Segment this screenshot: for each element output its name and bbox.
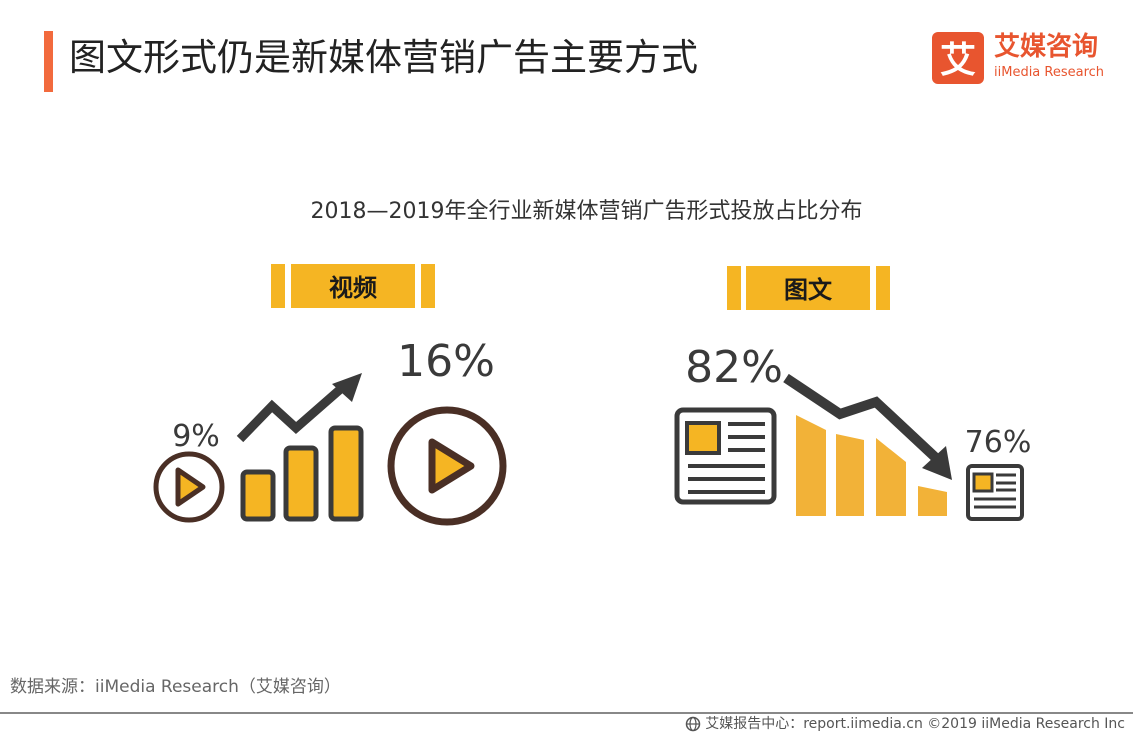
logo-mark-icon: 艾 [932, 32, 984, 84]
logo-name-cn: 艾媒咨询 [994, 32, 1099, 62]
growth-bars-icon [240, 425, 364, 522]
article-icon-large [674, 407, 777, 505]
article-icon-small [966, 464, 1024, 521]
logo-glyph: 艾 [940, 40, 976, 81]
footer-text: 艾媒报告中心：report.iimedia.cn ©2019 iiMedia R… [705, 716, 1125, 732]
play-icon-large [387, 406, 507, 526]
value-label-video-2018: 9% [172, 419, 220, 454]
trend-up-arrow-icon [236, 373, 362, 443]
trend-down-arrow-icon [783, 373, 952, 480]
category-label-video: 视频 [329, 274, 377, 302]
value-label-video-2019: 16% [397, 336, 495, 387]
footer-divider [0, 712, 1133, 714]
globe-icon [685, 716, 701, 732]
logo-name-en: iiMedia Research [994, 65, 1105, 80]
title-accent-bar [44, 31, 53, 92]
value-label-article-2019: 76% [965, 425, 1032, 460]
source-note: 数据来源：iiMedia Research（艾媒咨询） [10, 677, 341, 697]
chart-title: 2018—2019年全行业新媒体营销广告形式投放占比分布 [310, 199, 863, 224]
category-badge-video: 视频 [271, 264, 435, 308]
value-label-article-2018: 82% [685, 342, 783, 393]
page-title: 图文形式仍是新媒体营销广告主要方式 [69, 36, 698, 79]
footer: 艾媒报告中心：report.iimedia.cn ©2019 iiMedia R… [685, 714, 1125, 734]
category-label-article: 图文 [784, 276, 833, 304]
decline-bars-icon [796, 415, 947, 516]
category-badge-article: 图文 [727, 266, 890, 310]
brand-logo: 艾 艾媒咨询 iiMedia Research [932, 30, 1114, 86]
play-icon-small [153, 451, 225, 523]
